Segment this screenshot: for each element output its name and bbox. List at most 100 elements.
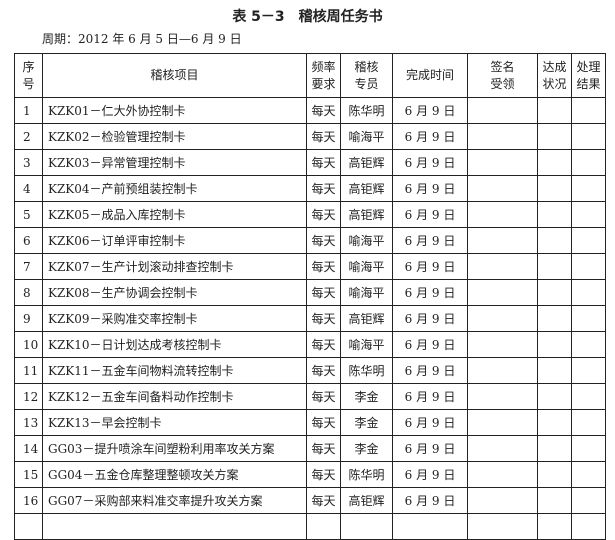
table-row: 2 KZK02－检验管理控制卡 每天 喻海平 6 月 9 日 [14, 123, 606, 150]
cell-audit-item: KZK12－五金车间备料动作控制卡 [42, 383, 307, 410]
header-col-index: 序号 [14, 53, 43, 98]
cell-status [537, 175, 572, 202]
cell-frequency: 每天 [306, 253, 341, 280]
cell-signature [467, 201, 538, 228]
cell-completion-time: 6 月 9 日 [392, 357, 468, 384]
cell-completion-time: 6 月 9 日 [392, 461, 468, 488]
cell-status [537, 201, 572, 228]
cell-result [571, 409, 606, 436]
cell-result [571, 279, 606, 306]
cell-index: 6 [14, 227, 43, 254]
cell-index: 4 [14, 175, 43, 202]
cell-index: 11 [14, 357, 43, 384]
cell-empty [42, 513, 307, 540]
cell-completion-time: 6 月 9 日 [392, 149, 468, 176]
cell-completion-time: 6 月 9 日 [392, 123, 468, 150]
cell-empty [14, 513, 43, 540]
header-col-completion-time: 完成时间 [392, 53, 468, 98]
cell-frequency: 每天 [306, 461, 341, 488]
table-row: 16 GG07－采购部来料准交率提升攻关方案 每天 高钜辉 6 月 9 日 [14, 487, 606, 514]
table-row: 1 KZK01－仁大外协控制卡 每天 陈华明 6 月 9 日 [14, 97, 606, 124]
cell-auditor: 李金 [340, 435, 393, 462]
cell-frequency: 每天 [306, 383, 341, 410]
cell-signature [467, 409, 538, 436]
audit-task-table: 序号稽核项目 频率 要求 稽核 专员 完成时间 签名 受领 达成 状况 处理 结果 1 KZK01－仁大… [14, 53, 606, 540]
cell-status [537, 435, 572, 462]
header-col-audit-item: 稽核项目 [42, 53, 307, 98]
cell-status [537, 331, 572, 358]
cell-index: 2 [14, 123, 43, 150]
cell-completion-time: 6 月 9 日 [392, 279, 468, 306]
cell-status [537, 227, 572, 254]
cell-audit-item: KZK13－早会控制卡 [42, 409, 307, 436]
cell-result [571, 175, 606, 202]
cell-result [571, 331, 606, 358]
cell-result [571, 461, 606, 488]
cell-auditor: 喻海平 [340, 123, 393, 150]
cell-frequency: 每天 [306, 175, 341, 202]
cell-completion-time: 6 月 9 日 [392, 227, 468, 254]
cell-completion-time: 6 月 9 日 [392, 331, 468, 358]
cell-audit-item: GG04－五金仓库整理整顿攻关方案 [42, 461, 307, 488]
cell-audit-item: KZK05－成品入库控制卡 [42, 201, 307, 228]
cell-auditor: 陈华明 [340, 357, 393, 384]
cell-index: 7 [14, 253, 43, 280]
cell-frequency: 每天 [306, 305, 341, 332]
cell-result [571, 383, 606, 410]
cell-empty [571, 513, 606, 540]
cell-auditor: 喻海平 [340, 227, 393, 254]
cell-signature [467, 227, 538, 254]
cell-index: 8 [14, 279, 43, 306]
cell-frequency: 每天 [306, 201, 341, 228]
table-row: 14 GG03－提升喷涂车间塑粉利用率攻关方案 每天 李金 6 月 9 日 [14, 435, 606, 462]
cell-signature [467, 123, 538, 150]
table-row: 6 KZK06－订单评审控制卡 每天 喻海平 6 月 9 日 [14, 227, 606, 254]
cell-status [537, 409, 572, 436]
table-row: 10 KZK10－日计划达成考核控制卡 每天 喻海平 6 月 9 日 [14, 331, 606, 358]
cell-audit-item: KZK10－日计划达成考核控制卡 [42, 331, 307, 358]
cell-index: 15 [14, 461, 43, 488]
cell-status [537, 487, 572, 514]
cell-audit-item: KZK09－采购准交率控制卡 [42, 305, 307, 332]
cell-completion-time: 6 月 9 日 [392, 487, 468, 514]
cell-status [537, 253, 572, 280]
cell-audit-item: KZK03－异常管理控制卡 [42, 149, 307, 176]
header-col-status: 达成 状况 [537, 53, 572, 98]
cell-signature [467, 435, 538, 462]
cell-signature [467, 175, 538, 202]
cell-signature [467, 461, 538, 488]
cell-frequency: 每天 [306, 331, 341, 358]
cell-signature [467, 279, 538, 306]
cell-audit-item: KZK01－仁大外协控制卡 [42, 97, 307, 124]
cell-auditor: 高钜辉 [340, 487, 393, 514]
table-row: 7 KZK07－生产计划滚动排查控制卡 每天 喻海平 6 月 9 日 [14, 253, 606, 280]
cell-result [571, 201, 606, 228]
cell-status [537, 97, 572, 124]
cell-completion-time: 6 月 9 日 [392, 435, 468, 462]
cell-signature [467, 149, 538, 176]
cell-auditor: 李金 [340, 383, 393, 410]
cell-frequency: 每天 [306, 123, 341, 150]
cell-audit-item: KZK04－产前预组装控制卡 [42, 175, 307, 202]
table-row: 9 KZK09－采购准交率控制卡 每天 高钜辉 6 月 9 日 [14, 305, 606, 332]
table-row: 12 KZK12－五金车间备料动作控制卡 每天 李金 6 月 9 日 [14, 383, 606, 410]
cell-audit-item: KZK06－订单评审控制卡 [42, 227, 307, 254]
cell-auditor: 高钜辉 [340, 149, 393, 176]
cell-status [537, 279, 572, 306]
header-col-signature: 签名 受领 [467, 53, 538, 98]
cell-result [571, 227, 606, 254]
cell-status [537, 383, 572, 410]
header-col-result: 处理 结果 [571, 53, 606, 98]
cell-status [537, 305, 572, 332]
cell-completion-time: 6 月 9 日 [392, 175, 468, 202]
cell-auditor: 李金 [340, 409, 393, 436]
table-row: 3 KZK03－异常管理控制卡 每天 高钜辉 6 月 9 日 [14, 149, 606, 176]
cell-audit-item: KZK02－检验管理控制卡 [42, 123, 307, 150]
cell-signature [467, 357, 538, 384]
cell-signature [467, 487, 538, 514]
table-row: 15 GG04－五金仓库整理整顿攻关方案 每天 陈华明 6 月 9 日 [14, 461, 606, 488]
cell-empty [537, 513, 572, 540]
cell-auditor: 高钜辉 [340, 305, 393, 332]
cell-audit-item: GG03－提升喷涂车间塑粉利用率攻关方案 [42, 435, 307, 462]
cell-result [571, 435, 606, 462]
